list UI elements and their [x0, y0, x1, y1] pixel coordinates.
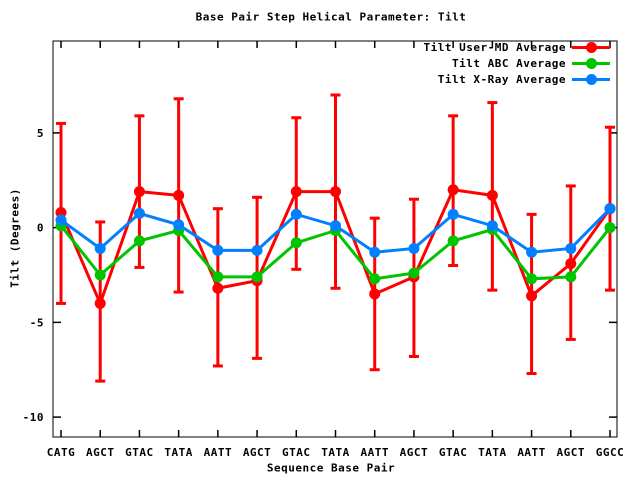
data-point-x-ray: [251, 244, 263, 256]
legend-label-x-ray: Tilt X-Ray Average: [437, 72, 566, 86]
data-point-x-ray: [604, 203, 616, 215]
x-tick-label: AATT: [517, 446, 546, 459]
circle-marker-icon: [585, 57, 597, 69]
y-tick-label: -10: [23, 411, 44, 424]
data-point-user-md: [290, 186, 302, 198]
legend-item-abc: Tilt ABC Average: [424, 56, 610, 70]
x-tick-label: TATA: [321, 446, 350, 459]
x-tick-label: AATT: [204, 446, 233, 459]
data-point-user-md: [565, 258, 577, 270]
legend-label-user-md: Tilt User-MD Average: [423, 40, 566, 54]
chart-title: Base Pair Step Helical Parameter: Tilt: [195, 10, 467, 24]
data-point-x-ray: [330, 220, 341, 232]
y-tick-label: -5: [30, 316, 44, 329]
data-point-abc: [290, 237, 302, 249]
data-point-user-md: [330, 186, 341, 198]
y-tick-label: 5: [37, 127, 44, 140]
data-point-user-md: [526, 290, 538, 302]
data-point-x-ray: [526, 246, 538, 258]
data-point-x-ray: [486, 220, 498, 232]
legend-item-x-ray: Tilt X-Ray Average: [424, 72, 610, 86]
data-point-user-md: [55, 206, 67, 218]
legend-label-abc: Tilt ABC Average: [452, 56, 566, 70]
data-point-abc: [251, 271, 263, 283]
x-tick-label: AGCT: [557, 446, 586, 459]
x-axis-label: Sequence Base Pair: [266, 461, 396, 475]
x-tick-label: GTAC: [439, 446, 468, 459]
data-point-user-md: [447, 184, 459, 196]
circle-marker-icon: [585, 73, 597, 85]
legend-key-x-ray: [572, 72, 610, 86]
circle-marker-icon: [585, 41, 597, 53]
data-point-x-ray: [369, 246, 381, 258]
data-point-abc: [565, 271, 577, 283]
data-point-abc: [408, 267, 420, 279]
data-point-user-md: [369, 288, 381, 300]
legend: Tilt User-MD Average Tilt ABC Average Ti…: [424, 40, 610, 86]
x-tick-label: AGCT: [400, 446, 429, 459]
data-point-abc: [369, 273, 381, 285]
data-point-abc: [526, 273, 538, 285]
x-tick-label: GGCC: [596, 446, 625, 459]
data-point-abc: [447, 235, 459, 247]
legend-item-user-md: Tilt User-MD Average: [424, 40, 610, 54]
data-point-abc: [94, 269, 106, 281]
x-tick-label: GTAC: [282, 446, 311, 459]
x-tick-label: TATA: [478, 446, 507, 459]
x-tick-label: AATT: [360, 446, 389, 459]
data-point-abc: [212, 271, 224, 283]
data-point-x-ray: [173, 219, 185, 231]
x-tick-label: CATG: [47, 446, 76, 459]
data-point-user-md: [212, 282, 224, 294]
x-tick-label: TATA: [164, 446, 193, 459]
data-point-x-ray: [133, 207, 145, 219]
data-point-abc: [604, 222, 616, 234]
x-tick-label: AGCT: [86, 446, 115, 459]
data-point-abc: [133, 235, 145, 247]
data-point-x-ray: [408, 242, 420, 254]
data-point-x-ray: [447, 208, 459, 220]
y-tick-label: 0: [37, 222, 44, 235]
data-point-user-md: [173, 189, 185, 201]
data-point-user-md: [133, 186, 145, 198]
data-point-user-md: [486, 189, 498, 201]
data-point-user-md: [94, 297, 106, 309]
data-point-x-ray: [290, 208, 302, 220]
data-point-x-ray: [94, 242, 106, 254]
legend-key-user-md: [572, 40, 610, 54]
legend-key-abc: [572, 56, 610, 70]
x-tick-label: AGCT: [243, 446, 272, 459]
data-point-x-ray: [212, 244, 224, 256]
data-point-x-ray: [565, 242, 577, 254]
data-point-x-ray: [55, 214, 67, 226]
x-tick-label: GTAC: [125, 446, 154, 459]
